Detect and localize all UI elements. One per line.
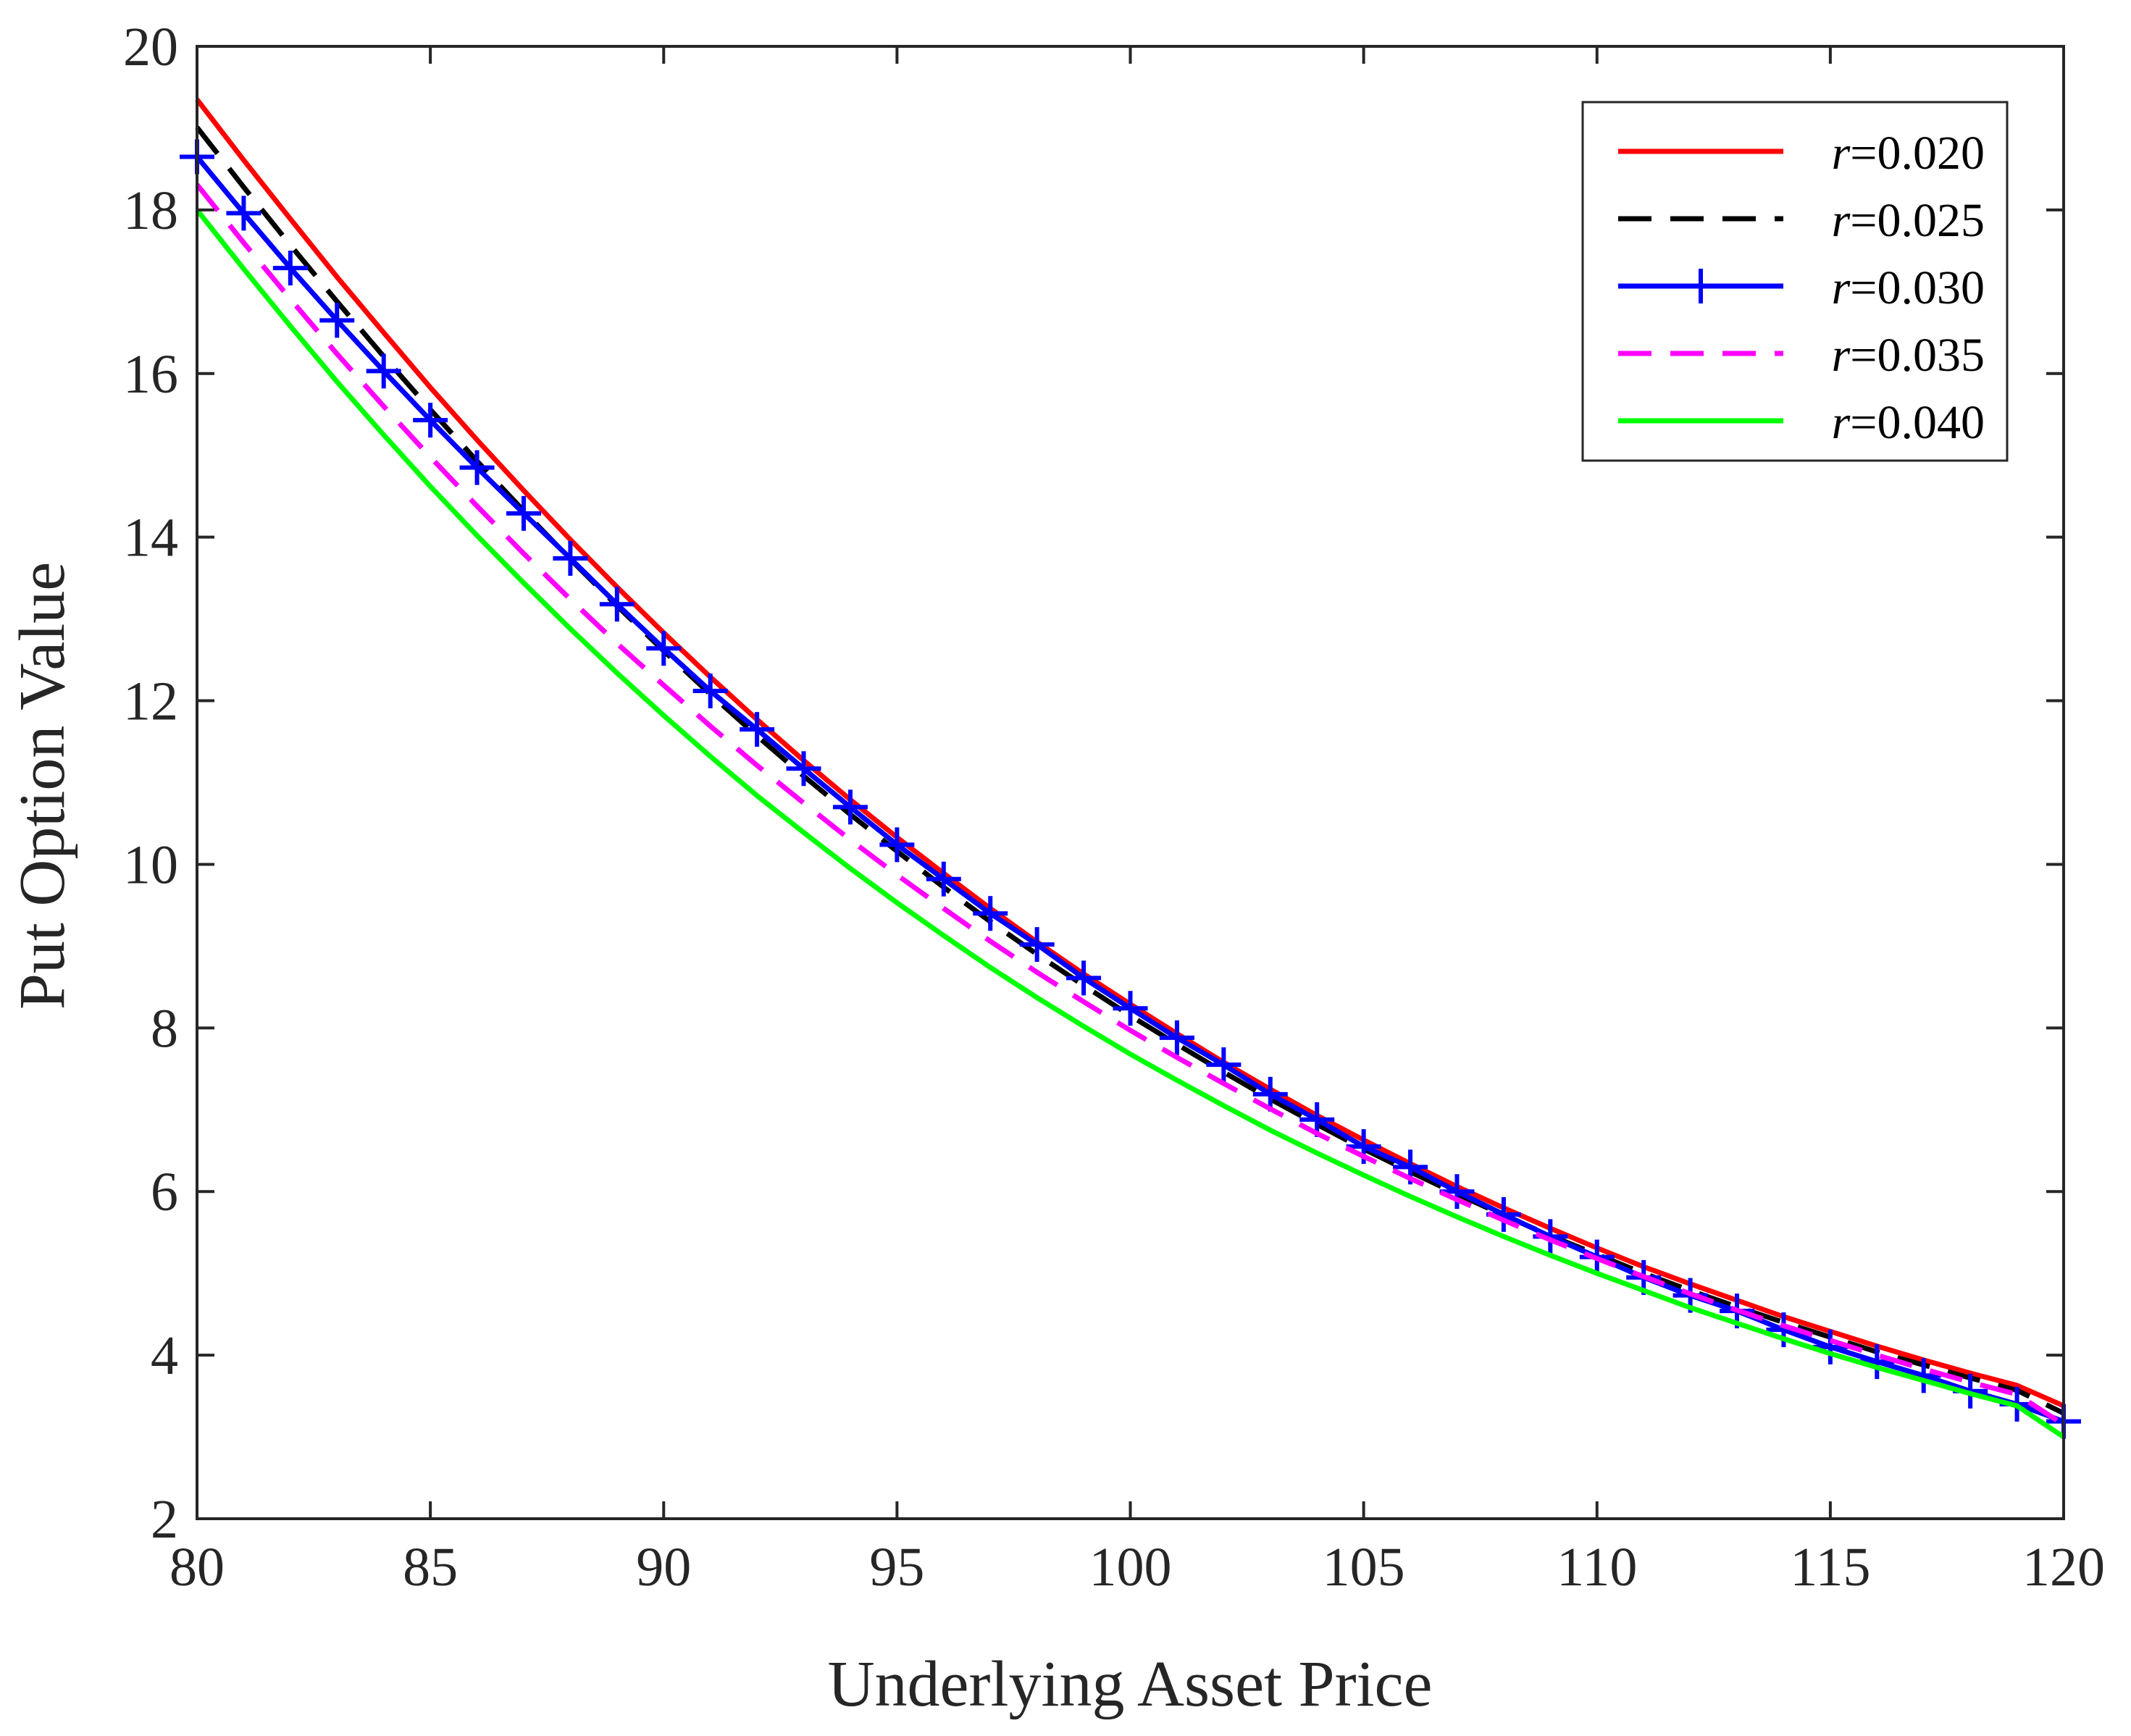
- legend-label-value: =0.030: [1850, 261, 1985, 314]
- legend-label-value: =0.035: [1850, 329, 1985, 382]
- legend-label-value: =0.020: [1850, 127, 1985, 180]
- series-marker-3: [599, 587, 635, 622]
- x-axis-title: Underlying Asset Price: [828, 1648, 1433, 1720]
- series-marker-3: [1066, 960, 1102, 996]
- legend-label-2: r=0.025: [1832, 194, 1985, 247]
- series-marker-3: [1812, 1329, 1848, 1364]
- series-marker-3: [1206, 1047, 1242, 1083]
- y-tick-label: 20: [123, 17, 178, 77]
- series-marker-3: [1439, 1174, 1475, 1209]
- y-tick-label: 12: [123, 671, 178, 732]
- x-tick-label: 105: [1323, 1537, 1405, 1598]
- y-tick-label: 6: [151, 1162, 178, 1223]
- series-marker-3: [366, 353, 401, 389]
- y-tick-label: 8: [151, 998, 178, 1059]
- series-marker-3: [740, 712, 775, 747]
- y-axis-title: Put Option Value: [7, 562, 78, 1010]
- series-marker-3: [879, 827, 915, 863]
- x-tick-label: 85: [403, 1537, 458, 1598]
- series-marker-3: [926, 861, 961, 897]
- y-axis: 2 4 6 8 10 12 14 16 18 20: [123, 17, 2064, 1550]
- series-marker-3: [506, 495, 541, 531]
- x-tick-label: 90: [636, 1537, 691, 1598]
- series-line-4: [195, 183, 2065, 1427]
- x-tick-label: 80: [169, 1537, 225, 1598]
- series-marker-3: [786, 751, 821, 787]
- legend-label-value: =0.040: [1850, 396, 1985, 449]
- x-tick-label: 115: [1790, 1537, 1870, 1598]
- series-marker-3: [692, 674, 728, 709]
- legend-label-4: r=0.035: [1832, 329, 1985, 382]
- legend-label-var: r: [1832, 396, 1851, 449]
- series-marker-3: [973, 896, 1008, 931]
- x-tick-label: 120: [2022, 1537, 2105, 1598]
- y-tick-label: 2: [151, 1489, 178, 1550]
- legend-marker: [1683, 269, 1718, 303]
- x-tick-label: 100: [1089, 1537, 1172, 1598]
- series-marker-3: [1159, 1020, 1194, 1055]
- series-marker-3: [1113, 991, 1148, 1026]
- series-marker-3: [459, 450, 495, 485]
- x-tick-label: 95: [869, 1537, 924, 1598]
- legend-label-5: r=0.040: [1832, 396, 1985, 449]
- legend-label-var: r: [1832, 194, 1851, 247]
- y-tick-label: 4: [151, 1325, 178, 1386]
- series-marker-3: [413, 403, 448, 438]
- series-marker-3: [553, 541, 588, 576]
- series-marker-3: [1019, 927, 1055, 963]
- series-marker-3: [319, 303, 355, 338]
- y-tick-label: 18: [123, 180, 178, 241]
- x-tick-label: 110: [1557, 1537, 1637, 1598]
- series-marker-3: [226, 196, 261, 231]
- y-tick-label: 10: [123, 834, 178, 895]
- series-marker-3: [646, 631, 682, 666]
- series-line-5: [195, 208, 2065, 1440]
- legend-label-var: r: [1832, 261, 1851, 314]
- y-tick-label: 16: [123, 344, 178, 405]
- series-marker-3: [832, 789, 868, 825]
- legend-label-var: r: [1832, 329, 1851, 382]
- legend-label-var: r: [1832, 127, 1851, 180]
- x-axis: 80 85 90 95 100 105 110 115 120: [169, 46, 2105, 1598]
- legend-box: [1581, 101, 2009, 462]
- legend-label-value: =0.025: [1850, 194, 1985, 247]
- series-marker-3: [1252, 1076, 1288, 1112]
- legend-label-3: r=0.030: [1832, 261, 1985, 314]
- legend-label-1: r=0.020: [1832, 127, 1985, 180]
- series-marker-3: [272, 251, 308, 286]
- y-tick-label: 14: [123, 508, 178, 569]
